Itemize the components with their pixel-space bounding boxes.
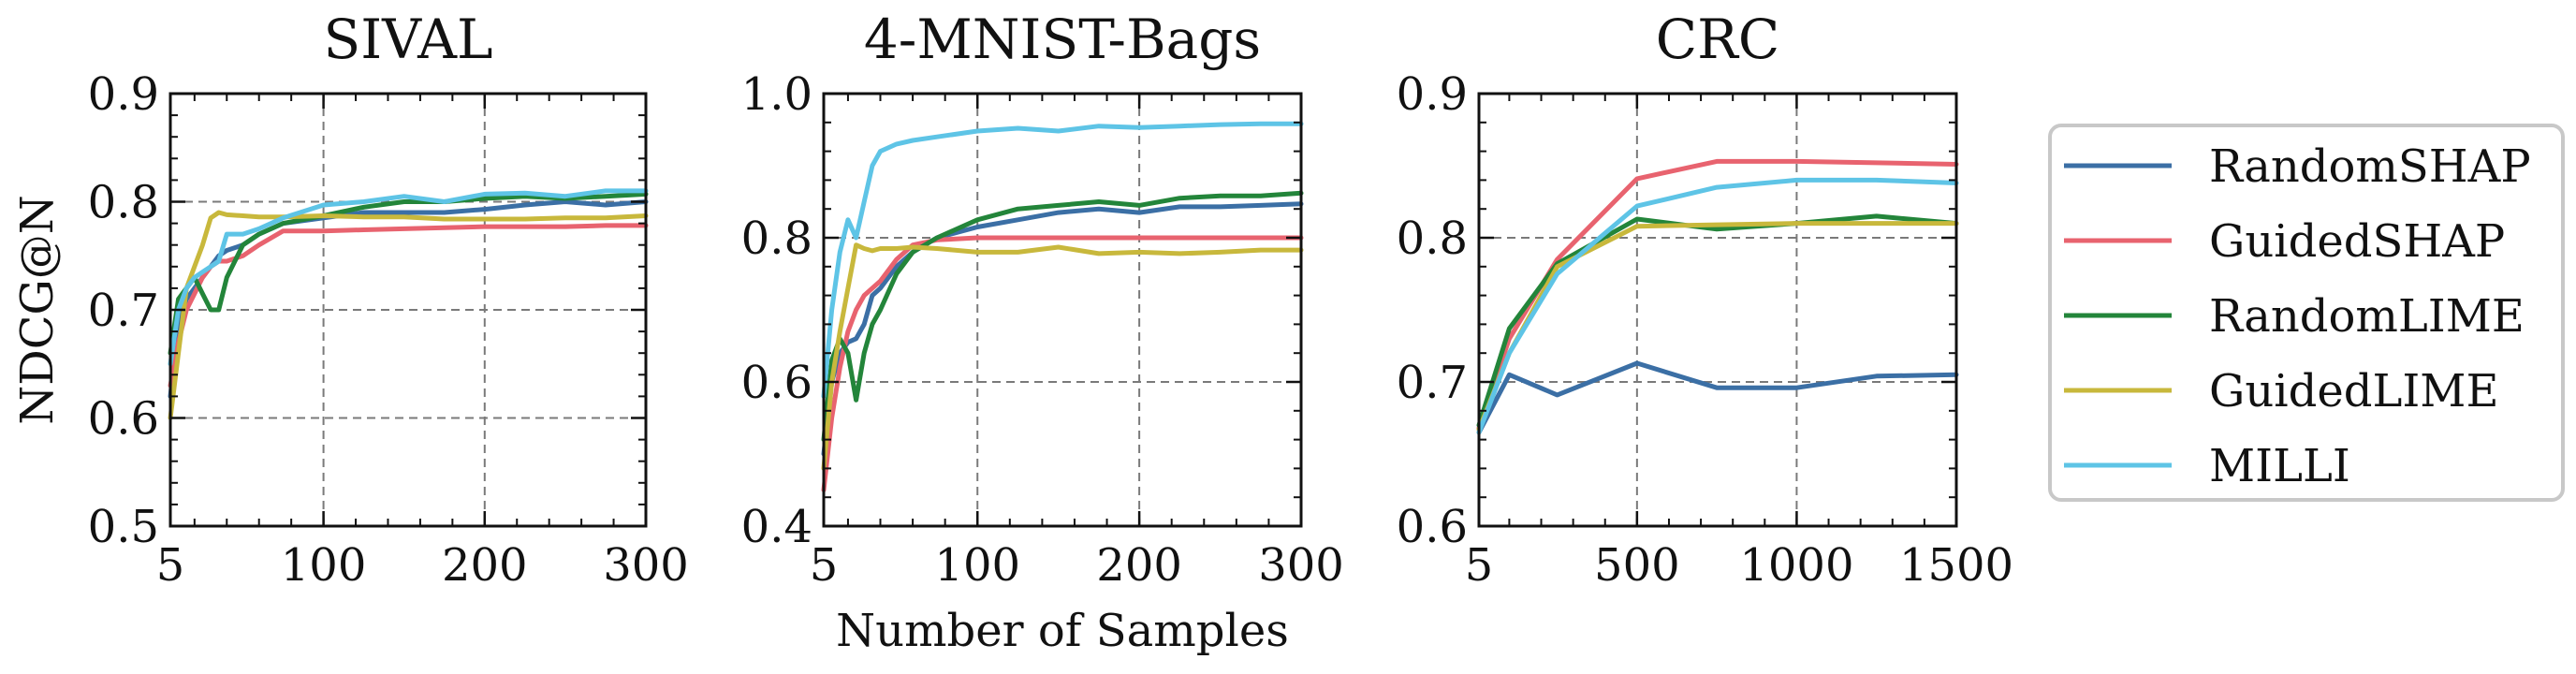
- y-tick-label: 0.7: [88, 285, 159, 337]
- chart-panel-3: 5 500 1000 1500 0.6 0.7 0.8 0.9 CRC: [1397, 7, 2013, 592]
- series-line-guidedlime: [821, 242, 1304, 471]
- y-tick-label: 0.6: [741, 357, 812, 409]
- series-line-randomlime: [168, 191, 649, 356]
- y-tick-label: 0.7: [1397, 357, 1468, 409]
- x-tick-label: 500: [1594, 539, 1680, 592]
- y-axis-label: NDCG@N: [11, 195, 64, 425]
- chart-title: CRC: [1656, 7, 1779, 71]
- y-tick-label: 0.8: [741, 212, 812, 265]
- y-tick-label: 0.6: [88, 393, 159, 446]
- y-tick-label: 0.9: [1397, 68, 1468, 121]
- chart-panel-2: 5 100 200 300 0.4 0.6 0.8 1.0 4-MNIST-Bags Number…: [741, 7, 1344, 657]
- x-tick-label: 1500: [1899, 539, 2013, 592]
- y-tick-label: 0.9: [88, 68, 159, 121]
- x-tick-label: 100: [281, 539, 367, 592]
- legend: RandomSHAP GuidedSHAP RandomLIME GuidedLIME…: [2048, 124, 2565, 502]
- series-line-randomshap: [1476, 360, 1959, 435]
- series-line-guidedlime: [1476, 221, 1959, 432]
- x-axis-label: Number of Samples: [836, 605, 1289, 657]
- series-line-guidedshap: [1476, 158, 1959, 431]
- plot-frame: [822, 92, 1303, 528]
- legend-label-guidedlime: GuidedLIME: [2209, 365, 2499, 418]
- x-tick-label: 200: [442, 539, 528, 592]
- chart-title: 4-MNIST-Bags: [864, 7, 1261, 71]
- x-tick-label: 100: [934, 539, 1020, 592]
- y-tick-label: 0.6: [1397, 501, 1468, 553]
- legend-label-randomshap: RandomSHAP: [2209, 140, 2531, 193]
- y-tick-label: 0.5: [88, 501, 159, 553]
- x-tick-label: 1000: [1739, 539, 1853, 592]
- x-tick-label: 5: [1465, 539, 1494, 592]
- x-tick-label: 5: [156, 539, 185, 592]
- legend-label-randomlime: RandomLIME: [2209, 290, 2525, 343]
- y-tick-label: 0.4: [741, 501, 812, 553]
- series-line-milli: [1476, 177, 1959, 435]
- y-tick-label: 0.8: [1397, 212, 1468, 265]
- x-tick-label: 200: [1096, 539, 1182, 592]
- series-line-milli: [821, 121, 1304, 399]
- x-tick-label: 300: [603, 539, 689, 592]
- series-line-randomlime: [821, 190, 1304, 443]
- plot-frame: [1477, 92, 1958, 528]
- chart-title: SIVAL: [324, 7, 493, 71]
- series-line-guidedshap: [168, 223, 649, 388]
- series-line-randomshap: [821, 201, 1304, 457]
- x-tick-label: 5: [810, 539, 839, 592]
- y-tick-label: 1.0: [741, 68, 812, 121]
- legend-box: [2048, 124, 2565, 502]
- series-line-guidedlime: [168, 210, 649, 420]
- chart-panel-1: 5 100 200 300 0.5 0.6 0.7 0.8 0.9 SIVAL NDCG@N: [11, 7, 689, 592]
- x-tick-label: 300: [1258, 539, 1344, 592]
- legend-label-guidedshap: GuidedSHAP: [2209, 215, 2505, 268]
- legend-label-milli: MILLI: [2209, 440, 2350, 492]
- series-line-milli: [168, 188, 649, 367]
- y-tick-label: 0.8: [88, 177, 159, 229]
